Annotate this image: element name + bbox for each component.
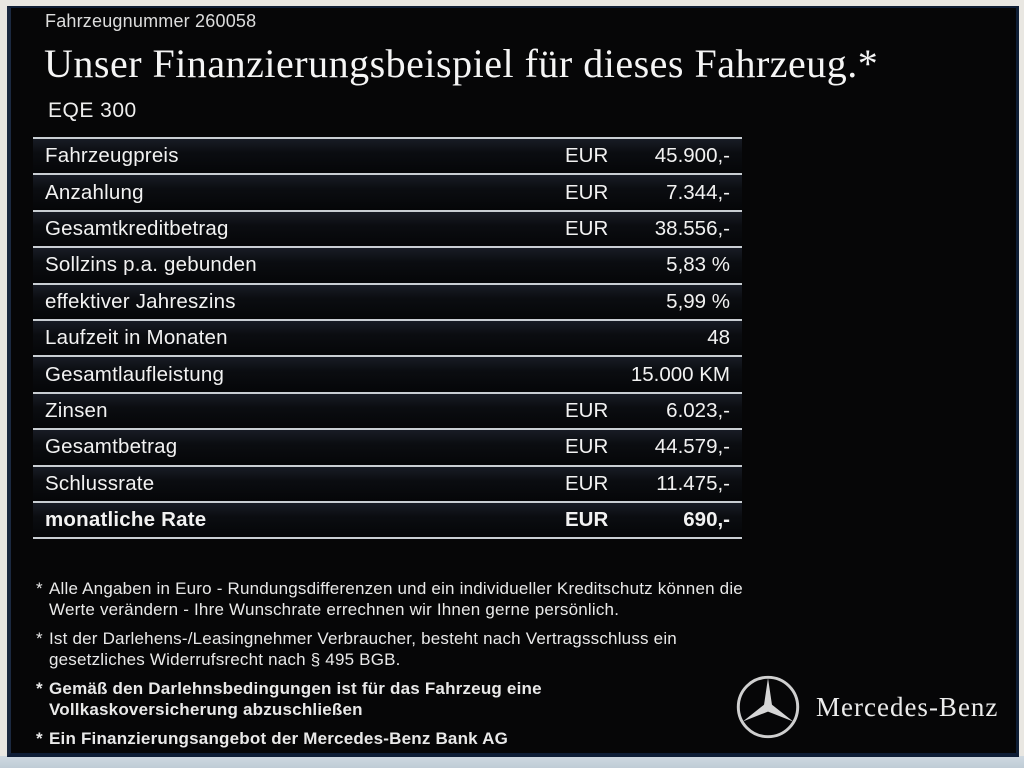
row-value: 38.556,-: [654, 216, 730, 240]
vehicle-number: Fahrzeugnummer 260058: [45, 11, 257, 31]
row-label: Gesamtkreditbetrag: [45, 216, 229, 240]
row-value: 5,99 %: [666, 289, 730, 313]
row-label: effektiver Jahreszins: [45, 289, 236, 313]
row-value: 5,83 %: [666, 253, 730, 277]
table-row: Anzahlung EUR 7.344,-: [33, 175, 742, 212]
footnote-marker: *: [36, 679, 43, 698]
footnote-line: Gemäß den Darlehnsbedingungen ist für da…: [49, 679, 542, 698]
row-value: 45.900,-: [654, 144, 730, 168]
brand-area: Mercedes-Benz: [735, 674, 998, 740]
footnote-marker: *: [36, 729, 43, 748]
footnote: * Alle Angaben in Euro - Rundungsdiffere…: [36, 578, 744, 620]
finance-sheet: Fahrzeugnummer 260058 Unser Finanzierung…: [7, 6, 1019, 757]
row-label: Gesamtlaufleistung: [45, 362, 225, 386]
footnote-line: gesetzliches Widerrufsrecht nach § 495 B…: [49, 650, 401, 669]
footnote: * Gemäß den Darlehnsbedingungen ist für …: [36, 678, 744, 720]
footnote-line: Alle Angaben in Euro - Rundungsdifferenz…: [49, 579, 743, 598]
row-label: Anzahlung: [45, 180, 144, 204]
row-value: 7.344,-: [666, 180, 730, 204]
brand-wordmark: Mercedes-Benz: [816, 691, 999, 722]
footnote-marker: *: [36, 579, 43, 598]
footnote-line: Werte verändern - Ihre Wunschrate errech…: [49, 600, 620, 619]
row-currency: EUR: [565, 435, 609, 459]
row-label: Schlussrate: [45, 471, 155, 495]
footnotes: * Alle Angaben in Euro - Rundungsdiffere…: [36, 578, 744, 757]
row-value: 48: [707, 326, 730, 350]
page-title: Unser Finanzierungsbeispiel für dieses F…: [44, 41, 879, 86]
row-value: 11.475,-: [656, 471, 730, 495]
finance-table: Fahrzeugpreis EUR 45.900,- Anzahlung EUR…: [33, 137, 742, 540]
footnote-line: Ist der Darlehens-/Leasingnehmer Verbrau…: [49, 629, 677, 648]
footnote-text: Ist der Darlehens-/Leasingnehmer Verbrau…: [49, 628, 677, 670]
footnote-text: Ein Finanzierungsangebot der Mercedes-Be…: [49, 728, 508, 749]
row-currency: EUR: [565, 216, 609, 240]
row-currency: EUR: [565, 471, 609, 495]
row-label: Laufzeit in Monaten: [45, 326, 228, 350]
footnote-line: Ein Finanzierungsangebot der Mercedes-Be…: [49, 729, 509, 748]
footnote-text: Gemäß den Darlehnsbedingungen ist für da…: [49, 678, 542, 720]
row-label: Sollzins p.a. gebunden: [45, 253, 257, 277]
mercedes-star-icon: [736, 675, 800, 739]
table-row-monthly-rate: monatliche Rate EUR 690,-: [33, 502, 742, 540]
row-value: 690,-: [683, 508, 730, 532]
footnote-marker: *: [36, 629, 43, 648]
row-value: 15.000 KM: [630, 362, 730, 386]
row-label: Gesamtbetrag: [45, 435, 178, 459]
row-label: Zinsen: [45, 398, 108, 422]
table-row: effektiver Jahreszins 5,99 %: [33, 284, 742, 321]
row-value: 44.579,-: [654, 435, 730, 459]
footnote: * Ist der Darlehens-/Leasingnehmer Verbr…: [36, 628, 744, 670]
table-row: Gesamtbetrag EUR 44.579,-: [33, 430, 742, 467]
model-name: EQE 300: [48, 99, 137, 122]
table-row: Gesamtkreditbetrag EUR 38.556,-: [33, 211, 742, 249]
row-currency: EUR: [565, 398, 609, 422]
footnote-line: Vollkaskoversicherung abzuschließen: [49, 700, 363, 719]
frame-bottom-strip: [0, 756, 1024, 768]
table-row: Gesamtlaufleistung 15.000 KM: [33, 357, 742, 394]
row-currency: EUR: [565, 180, 609, 204]
row-currency: EUR: [565, 508, 609, 532]
table-row: Laufzeit in Monaten 48: [33, 320, 742, 358]
row-value: 6.023,-: [666, 398, 730, 422]
table-row: Zinsen EUR 6.023,-: [33, 393, 742, 431]
table-row: Schlussrate EUR 11.475,-: [33, 466, 742, 503]
footnote-text: Alle Angaben in Euro - Rundungsdifferenz…: [49, 578, 743, 620]
row-currency: EUR: [565, 144, 609, 168]
row-label: monatliche Rate: [45, 508, 207, 532]
table-row: Sollzins p.a. gebunden 5,83 %: [33, 248, 742, 285]
footnote: * Ein Finanzierungsangebot der Mercedes-…: [36, 728, 744, 749]
row-label: Fahrzeugpreis: [45, 144, 179, 168]
table-row: Fahrzeugpreis EUR 45.900,-: [33, 139, 742, 176]
